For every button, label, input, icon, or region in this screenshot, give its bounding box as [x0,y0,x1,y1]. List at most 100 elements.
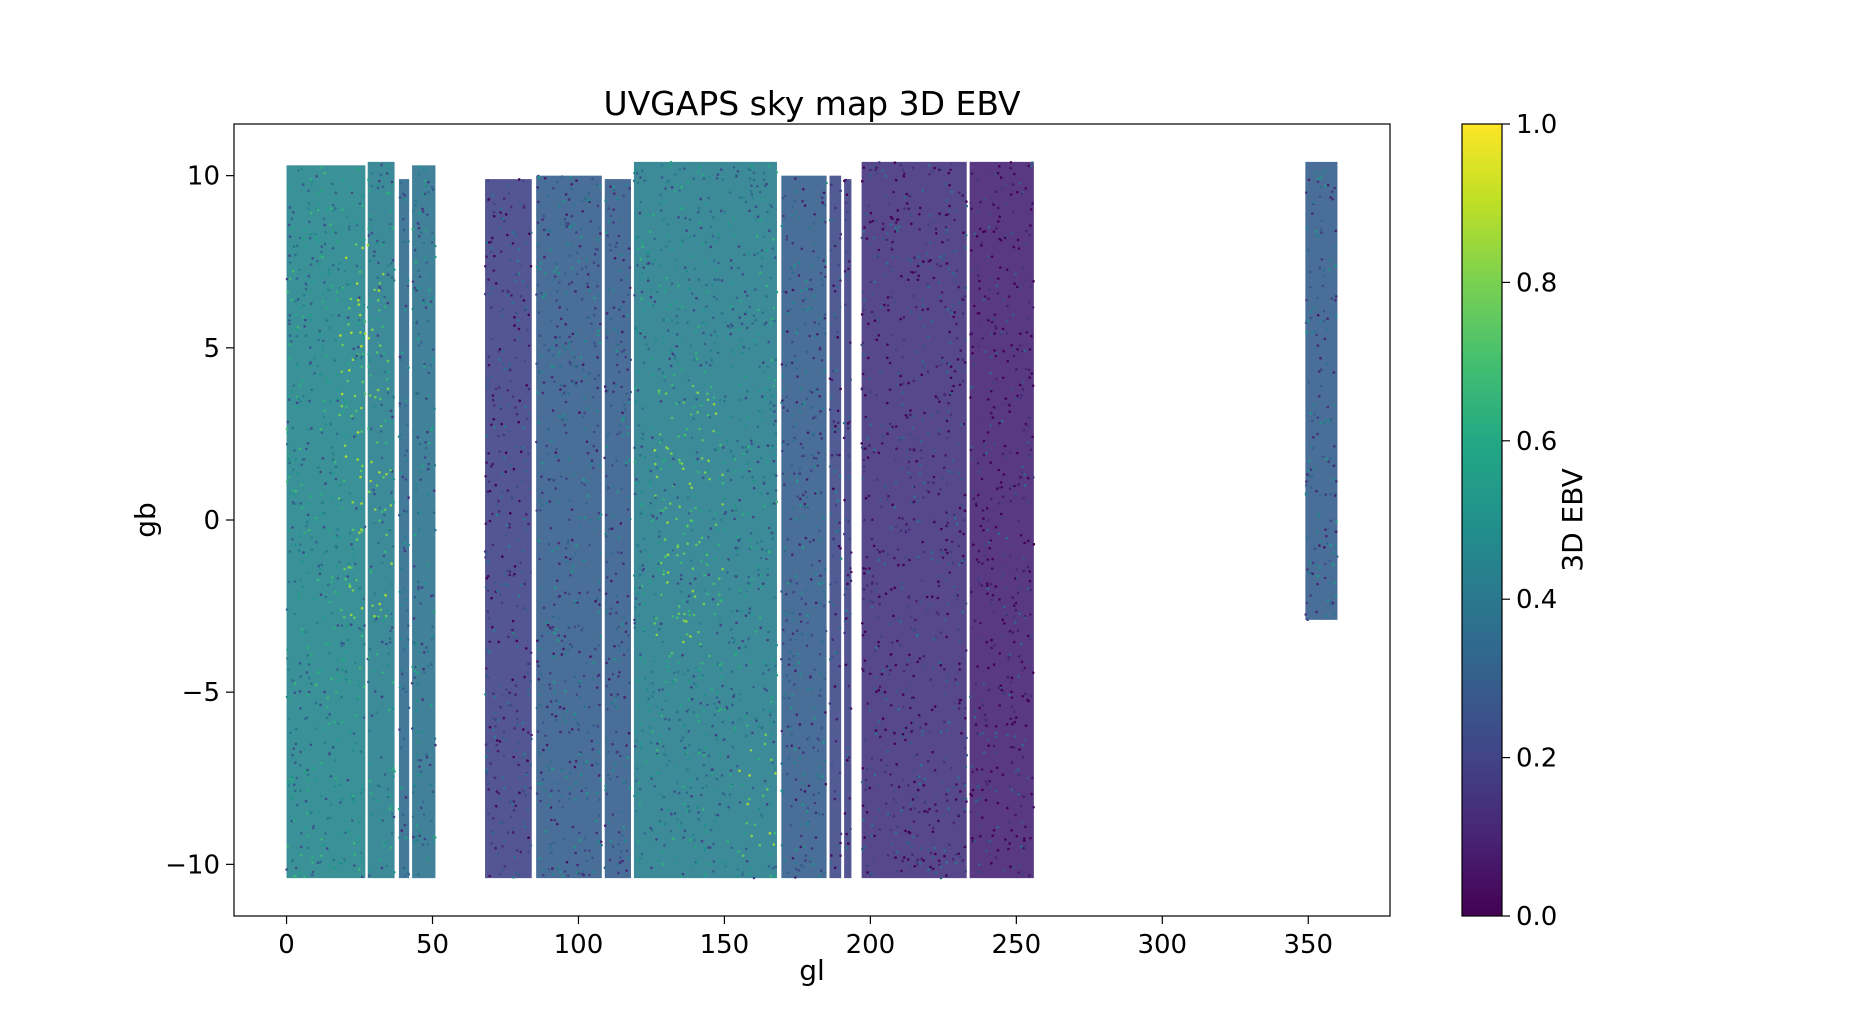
data-point [718,700,721,704]
data-point [617,218,621,221]
data-point [822,871,826,875]
data-point [885,764,888,767]
data-point [921,366,925,370]
data-point [378,602,382,606]
data-point [318,572,322,576]
data-point [900,467,904,471]
data-point [700,402,704,406]
data-point [781,642,785,645]
data-point [730,266,733,270]
data-point [652,616,656,619]
data-point [616,330,620,333]
data-point [322,217,326,221]
data-point [651,262,654,266]
data-point [791,856,795,860]
data-point [783,483,786,487]
data-point [392,545,395,548]
data-point [641,308,645,311]
data-point [987,225,991,229]
data-point [487,788,491,791]
data-point [867,322,870,326]
data-point [658,202,662,205]
data-point [315,207,318,210]
data-point [792,590,795,594]
data-point [300,463,304,467]
data-point [535,706,539,710]
data-point [432,635,436,639]
data-point [331,247,335,250]
data-point [787,756,791,760]
data-point [809,278,812,282]
data-point [705,283,708,287]
data-point [650,777,653,780]
data-point [307,676,311,680]
data-point [701,243,705,247]
data-point [542,606,546,609]
data-point [605,336,609,339]
data-point [986,582,989,585]
data-point [617,644,621,648]
data-point [902,174,906,178]
data-point [670,651,674,655]
data-point [815,457,818,460]
data-point [864,567,868,571]
data-point [654,616,658,620]
data-point [632,179,636,183]
data-point [946,612,949,616]
data-point [606,331,610,334]
data-point [353,853,356,856]
data-point [313,356,316,360]
data-point [925,595,929,599]
data-point [974,723,978,726]
data-point [943,854,946,858]
data-point [959,349,962,352]
data-point [992,203,995,207]
data-point [584,339,587,343]
data-point [642,266,645,269]
data-point [909,413,912,417]
data-point [416,839,419,842]
data-point [1017,519,1020,523]
data-point [805,397,809,400]
data-point [830,378,834,382]
data-point [687,730,691,733]
data-point [767,631,770,634]
data-point [659,561,663,565]
data-point [874,676,878,679]
data-point [1029,208,1033,211]
data-point [385,642,388,646]
data-point [676,710,679,714]
data-point [379,785,382,788]
data-point [689,838,692,841]
data-point [304,827,308,830]
data-point [706,413,710,417]
data-point [598,703,601,707]
data-point [939,214,943,218]
data-point [945,199,948,202]
data-point [784,291,788,294]
data-point [540,291,543,295]
data-point [946,799,949,802]
data-point [676,616,679,619]
data-point [675,402,678,405]
data-point [893,586,896,590]
data-point [798,543,801,546]
data-point [895,690,898,693]
data-point [423,365,426,368]
data-point [588,543,591,547]
data-point [359,356,363,360]
data-point [651,575,655,578]
data-point [699,364,702,367]
data-point [743,253,746,257]
data-point [498,406,501,409]
data-point [558,562,561,565]
data-point [360,528,363,531]
data-point [768,550,771,554]
data-point [317,262,321,266]
data-point [774,474,778,478]
data-point [824,275,827,279]
data-point [706,846,710,849]
data-point [960,477,963,481]
data-point [588,289,591,293]
data-point [803,454,807,458]
